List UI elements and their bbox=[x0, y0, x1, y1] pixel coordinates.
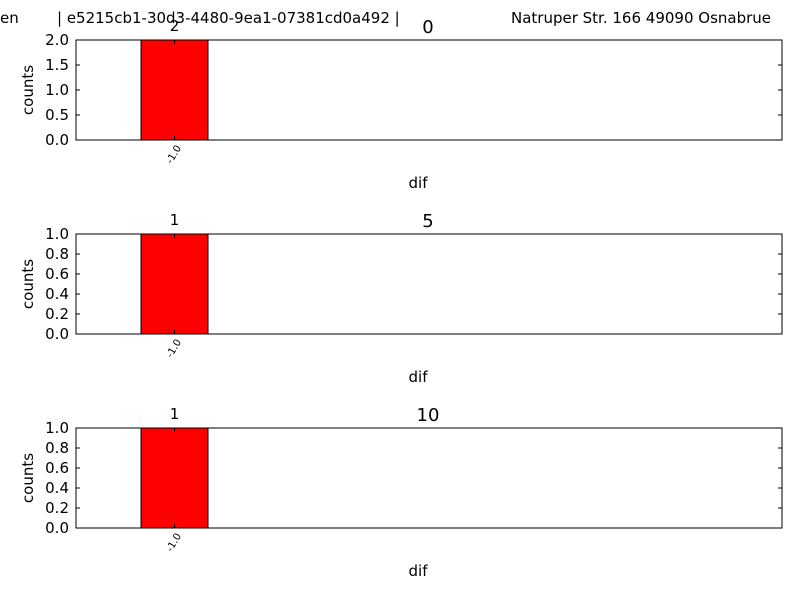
chart-1-y-axis-label: counts bbox=[19, 259, 37, 309]
chart-2-x-tick-label: -1.0 bbox=[165, 532, 184, 554]
chart-1-y-tick-label: 0.4 bbox=[45, 285, 69, 303]
chart-2-title: 10 bbox=[417, 405, 440, 426]
chart-2-y-tick-label: 0.8 bbox=[45, 439, 69, 457]
header-address-text: Natruper Str. 166 49090 Osnabrue bbox=[511, 9, 772, 27]
chart-1-y-tick-label: 1.0 bbox=[45, 225, 69, 243]
chart-0-y-tick-label: 2.0 bbox=[45, 31, 69, 49]
chart-1-x-axis-label: dif bbox=[409, 368, 429, 386]
header-left-text: en bbox=[0, 9, 19, 27]
chart-1-x-tick-label: -1.0 bbox=[165, 338, 184, 360]
chart-2-y-tick-label: 0.2 bbox=[45, 499, 69, 517]
chart-0-y-tick-label: 0.5 bbox=[45, 106, 69, 124]
chart-0-x-axis-label: dif bbox=[409, 174, 429, 192]
chart-2-y-axis-label: counts bbox=[19, 453, 37, 503]
chart-1-y-tick-label: 0.0 bbox=[45, 325, 69, 343]
chart-1-y-tick-label: 0.6 bbox=[45, 265, 69, 283]
chart-2-axes-frame bbox=[75, 427, 783, 529]
chart-0-y-tick-label: 1.0 bbox=[45, 81, 69, 99]
chart-1-bar bbox=[140, 233, 209, 335]
header-id-text: | e5215cb1-30d3-4480-9ea1-07381cd0a492 | bbox=[57, 9, 400, 27]
chart-0-title: 0 bbox=[422, 17, 433, 38]
chart-1-title: 5 bbox=[422, 211, 433, 232]
chart-0-bar bbox=[140, 39, 209, 141]
chart-2-y-tick-label: 0.6 bbox=[45, 459, 69, 477]
chart-2-y-tick-label: 1.0 bbox=[45, 419, 69, 437]
chart-0-y-tick-label: 0.0 bbox=[45, 131, 69, 149]
chart-2-y-tick-label: 0.4 bbox=[45, 479, 69, 497]
chart-0-y-axis-label: counts bbox=[19, 65, 37, 115]
chart-2-y-tick-label: 0.0 bbox=[45, 519, 69, 537]
chart-2-bar-value-label: 1 bbox=[170, 405, 180, 423]
chart-0-bar-value-label: 2 bbox=[170, 17, 180, 35]
chart-1-y-tick-label: 0.2 bbox=[45, 305, 69, 323]
chart-1-axes-frame bbox=[75, 233, 783, 335]
chart-2-x-axis-label: dif bbox=[409, 562, 429, 580]
chart-0-x-tick-label: -1.0 bbox=[165, 144, 184, 166]
chart-0-y-tick-label: 1.5 bbox=[45, 56, 69, 74]
chart-1-y-tick-label: 0.8 bbox=[45, 245, 69, 263]
chart-2-bar bbox=[140, 427, 209, 529]
chart-1-bar-value-label: 1 bbox=[170, 211, 180, 229]
